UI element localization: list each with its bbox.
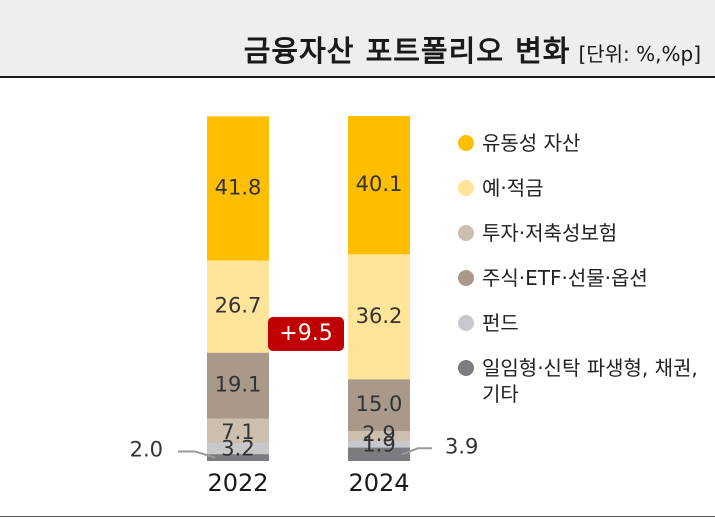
legend-label: 유동성 자산 — [482, 131, 581, 155]
bar-segment — [348, 116, 410, 255]
bar-segment — [207, 418, 269, 444]
legend-item: 유동성 자산 — [458, 130, 712, 175]
bar-segment — [348, 379, 410, 431]
bar-segment — [207, 352, 269, 419]
header-divider — [0, 76, 715, 78]
bottom-divider — [0, 516, 715, 517]
legend-label: 펀드 — [482, 311, 519, 335]
data-label: 2.0 — [130, 438, 163, 462]
data-label: 15.0 — [356, 392, 403, 416]
legend-swatch — [458, 270, 474, 286]
title-banner: 금융자산 포트폴리오 변화 [단위: %,%p] — [0, 0, 715, 76]
bar-segment — [348, 254, 410, 380]
legend-item: 주식·ETF·선물·옵션 — [458, 265, 712, 310]
data-label: 26.7 — [215, 294, 262, 318]
legend-label: 예·적금 — [482, 176, 544, 200]
category-label: 2024 — [348, 469, 409, 497]
leader-line — [401, 447, 432, 456]
chart-title: 금융자산 포트폴리오 변화 — [243, 34, 571, 68]
unit-label: [단위: %,%p] — [578, 42, 701, 66]
data-label: 7.1 — [221, 420, 254, 444]
legend-swatch — [458, 225, 474, 241]
legend-label: 주식·ETF·선물·옵션 — [482, 266, 648, 290]
data-label: 3.2 — [221, 437, 254, 461]
legend-label: 투자·저축성보험 — [482, 221, 618, 245]
legend-swatch — [458, 135, 474, 151]
bar-segment — [348, 447, 410, 461]
bar-segment — [348, 440, 410, 448]
legend-label: 일임형·신탁 파생형, 채권, 기타 — [482, 356, 698, 406]
title-group: 금융자산 포트폴리오 변화 [단위: %,%p] — [244, 28, 701, 70]
legend-item: 투자·저축성보험 — [458, 220, 712, 265]
data-label: 41.8 — [215, 175, 262, 199]
legend-swatch — [458, 360, 474, 376]
bar-segment — [207, 454, 269, 461]
data-label: 40.1 — [356, 172, 403, 196]
data-label: 1.9 — [362, 432, 395, 456]
bar-segment — [207, 116, 269, 261]
legend-item: 예·적금 — [458, 175, 712, 220]
leader-line — [178, 450, 216, 459]
legend-swatch — [458, 315, 474, 331]
change-badge-text: +9.5 — [279, 321, 332, 346]
data-label: 2.9 — [362, 422, 395, 446]
data-label: 19.1 — [215, 373, 262, 397]
bar-segment — [348, 430, 410, 441]
category-label: 2022 — [207, 469, 268, 497]
legend-swatch — [458, 180, 474, 196]
data-label: 36.2 — [356, 304, 403, 328]
bar-segment — [207, 443, 269, 455]
legend-item: 펀드 — [458, 310, 712, 355]
bar-segment — [207, 260, 269, 353]
change-badge — [268, 317, 344, 351]
legend-item: 일임형·신탁 파생형, 채권, 기타 — [458, 355, 712, 406]
data-label: 3.9 — [445, 434, 478, 458]
